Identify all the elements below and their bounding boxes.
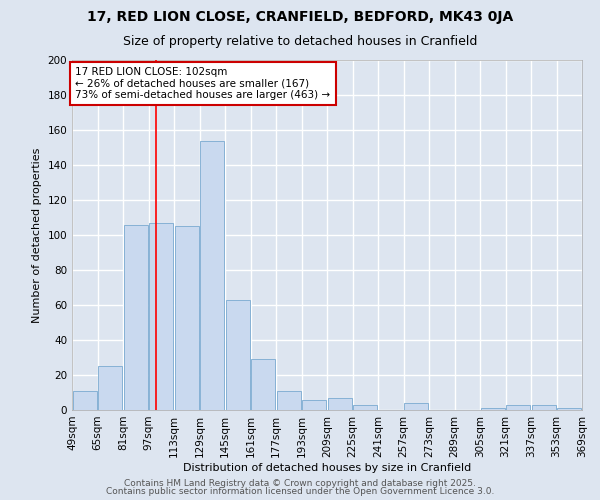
Bar [277,391,301,410]
Text: Contains public sector information licensed under the Open Government Licence 3.: Contains public sector information licen… [106,487,494,496]
Bar [73,391,97,410]
Text: Size of property relative to detached houses in Cranfield: Size of property relative to detached ho… [123,35,477,48]
Bar [506,405,530,410]
Bar [251,359,275,410]
Bar [404,403,428,410]
Bar [302,400,326,410]
X-axis label: Distribution of detached houses by size in Cranfield: Distribution of detached houses by size … [183,462,471,472]
Bar [353,405,377,410]
Bar [98,366,122,410]
Bar [557,408,581,410]
Bar [481,408,505,410]
Bar [149,223,173,410]
Bar [175,226,199,410]
Text: 17 RED LION CLOSE: 102sqm
← 26% of detached houses are smaller (167)
73% of semi: 17 RED LION CLOSE: 102sqm ← 26% of detac… [75,67,331,100]
Bar [200,140,224,410]
Text: Contains HM Land Registry data © Crown copyright and database right 2025.: Contains HM Land Registry data © Crown c… [124,478,476,488]
Bar [124,224,148,410]
Bar [532,405,556,410]
Bar [226,300,250,410]
Bar [328,398,352,410]
Y-axis label: Number of detached properties: Number of detached properties [32,148,42,322]
Text: 17, RED LION CLOSE, CRANFIELD, BEDFORD, MK43 0JA: 17, RED LION CLOSE, CRANFIELD, BEDFORD, … [87,10,513,24]
